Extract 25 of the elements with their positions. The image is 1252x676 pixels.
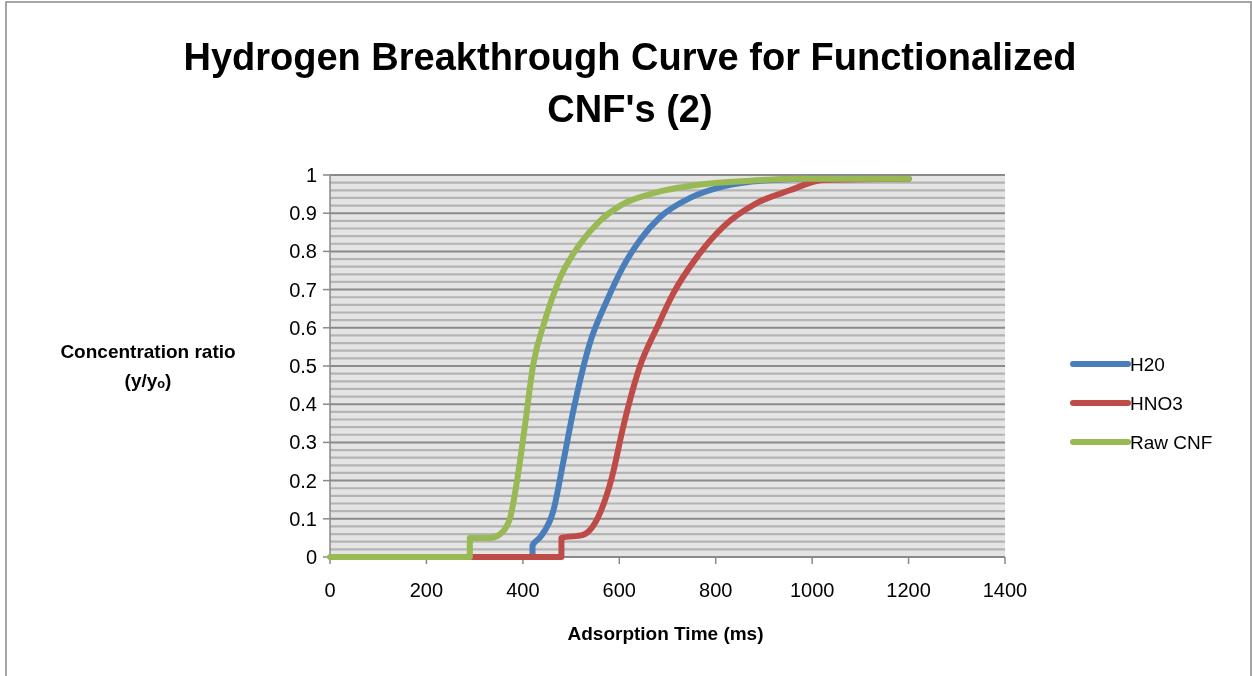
legend-label: HNO3 bbox=[1130, 392, 1183, 414]
y-tick-label: 0.9 bbox=[289, 202, 317, 225]
y-tick-label: 0.6 bbox=[289, 316, 317, 339]
legend-label: Raw CNF bbox=[1130, 431, 1213, 453]
x-tick-label: 1000 bbox=[789, 579, 835, 601]
y-tick-label: 1 bbox=[305, 164, 317, 186]
x-tick-label: 0 bbox=[324, 579, 336, 601]
y-axis-title: Concentration ratio (y/yₒ) bbox=[60, 341, 236, 391]
y-tick-label: 0.7 bbox=[289, 278, 317, 301]
y-tick-label: 0.8 bbox=[289, 240, 317, 263]
x-tick-label: 1200 bbox=[886, 579, 931, 601]
x-tick-label: 200 bbox=[409, 579, 444, 601]
y-tick-label: 0.3 bbox=[289, 431, 317, 454]
y-tick-label: 0 bbox=[305, 546, 317, 568]
x-tick-label: 400 bbox=[506, 579, 540, 601]
y-tick-label: 0.1 bbox=[289, 507, 317, 530]
x-axis-title: Adsorption Time (ms) bbox=[567, 623, 764, 644]
y-tick-label: 0.5 bbox=[289, 355, 317, 377]
x-tick-label: 1400 bbox=[982, 579, 1028, 601]
y-tick-label: 0.2 bbox=[289, 469, 317, 492]
y-tick-label: 0.4 bbox=[289, 393, 317, 416]
chart-title: Hydrogen Breakthrough Curve for Functionalized CNF's (2) bbox=[183, 36, 1077, 130]
x-tick-label: 600 bbox=[602, 579, 636, 601]
legend-label: H20 bbox=[1130, 353, 1165, 375]
x-tick-label: 800 bbox=[699, 579, 733, 601]
